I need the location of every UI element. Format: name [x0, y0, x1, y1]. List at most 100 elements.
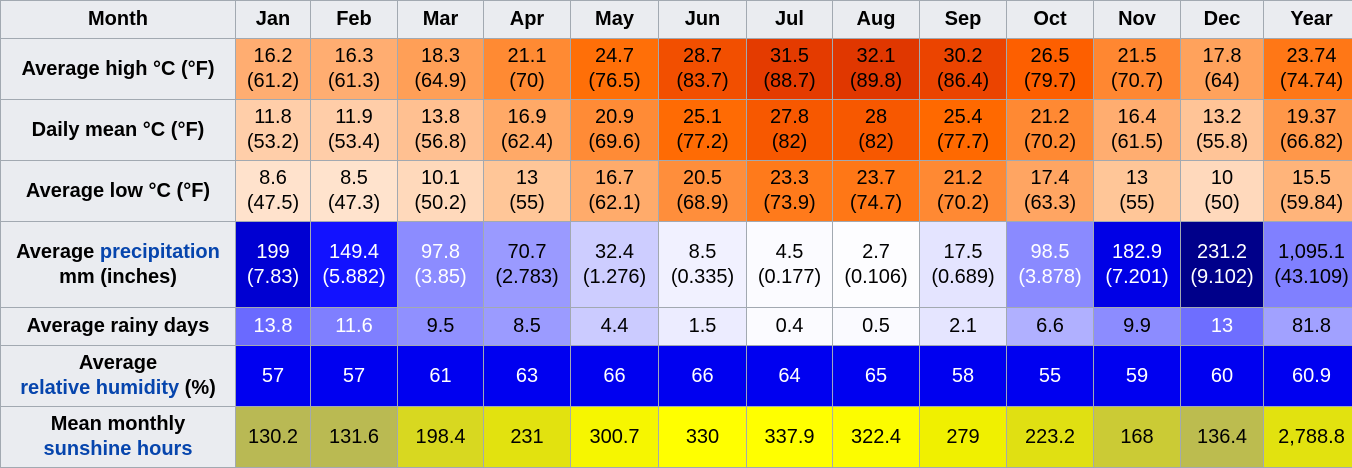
cell-value: 23.74 — [1264, 44, 1352, 69]
cell-value-secondary: (62.4) — [484, 130, 570, 155]
cell-sunshine-may: 300.7 — [571, 407, 659, 468]
cell-value: 11.8 — [236, 105, 310, 130]
cell-value-secondary: (50.2) — [398, 191, 483, 216]
cell-value-secondary: (74.7) — [833, 191, 919, 216]
cell-value-secondary: (68.9) — [659, 191, 746, 216]
cell-sunshine-year: 2,788.8 — [1264, 407, 1352, 468]
year-header: Year — [1264, 1, 1352, 39]
cell-value-secondary: (7.83) — [236, 265, 310, 290]
month-header-feb: Feb — [311, 1, 398, 39]
cell-sunshine-feb: 131.6 — [311, 407, 398, 468]
cell-low-jan: 8.6(47.5) — [236, 161, 311, 222]
cell-low-jul: 23.3(73.9) — [747, 161, 833, 222]
cell-value: 8.6 — [236, 166, 310, 191]
cell-value-secondary: (5.882) — [311, 265, 397, 290]
cell-humidity-sep: 58 — [920, 346, 1007, 407]
cell-precip-aug: 2.7(0.106) — [833, 222, 920, 308]
cell-value-secondary: (0.335) — [659, 265, 746, 290]
cell-mean-nov: 16.4(61.5) — [1094, 100, 1181, 161]
month-header-oct: Oct — [1007, 1, 1094, 39]
cell-value: 32.4 — [571, 240, 658, 265]
cell-sunshine-dec: 136.4 — [1181, 407, 1264, 468]
cell-sunshine-jun: 330 — [659, 407, 747, 468]
daily-mean-label: Daily mean °C (°F) — [1, 100, 236, 161]
cell-value: 8.5 — [659, 240, 746, 265]
cell-value: 26.5 — [1007, 44, 1093, 69]
cell-rainy-may: 4.4 — [571, 308, 659, 346]
month-header-mar: Mar — [398, 1, 484, 39]
cell-high-feb: 16.3(61.3) — [311, 39, 398, 100]
cell-rainy-apr: 8.5 — [484, 308, 571, 346]
cell-value: 32.1 — [833, 44, 919, 69]
cell-mean-feb: 11.9(53.4) — [311, 100, 398, 161]
cell-low-may: 16.7(62.1) — [571, 161, 659, 222]
cell-high-year: 23.74(74.74) — [1264, 39, 1352, 100]
cell-value-secondary: (77.7) — [920, 130, 1006, 155]
cell-value: 70.7 — [484, 240, 570, 265]
cell-value: 13 — [484, 166, 570, 191]
cell-value: 21.1 — [484, 44, 570, 69]
cell-value-secondary: (70.2) — [920, 191, 1006, 216]
cell-mean-jul: 27.8(82) — [747, 100, 833, 161]
cell-value-secondary: (3.878) — [1007, 265, 1093, 290]
cell-value-secondary: (70.2) — [1007, 130, 1093, 155]
cell-value: 19.37 — [1264, 105, 1352, 130]
cell-precip-jun: 8.5(0.335) — [659, 222, 747, 308]
precipitation-link[interactable]: precipitation — [100, 241, 220, 263]
cell-high-aug: 32.1(89.8) — [833, 39, 920, 100]
cell-rainy-oct: 6.6 — [1007, 308, 1094, 346]
sunshine-hours-link[interactable]: sunshine hours — [44, 438, 193, 460]
cell-mean-sep: 25.4(77.7) — [920, 100, 1007, 161]
cell-humidity-year: 60.9 — [1264, 346, 1352, 407]
cell-sunshine-aug: 322.4 — [833, 407, 920, 468]
cell-sunshine-oct: 223.2 — [1007, 407, 1094, 468]
average-low-row: Average low °C (°F) 8.6(47.5)8.5(47.3)10… — [1, 161, 1352, 222]
cell-mean-year: 19.37(66.82) — [1264, 100, 1352, 161]
month-header-nov: Nov — [1094, 1, 1181, 39]
cell-value-secondary: (79.7) — [1007, 69, 1093, 94]
cell-value: 10 — [1181, 166, 1263, 191]
month-header-jan: Jan — [236, 1, 311, 39]
cell-value: 28 — [833, 105, 919, 130]
cell-value-secondary: (63.3) — [1007, 191, 1093, 216]
cell-low-aug: 23.7(74.7) — [833, 161, 920, 222]
cell-rainy-jul: 0.4 — [747, 308, 833, 346]
cell-value-secondary: (7.201) — [1094, 265, 1180, 290]
cell-value-secondary: (55.8) — [1181, 130, 1263, 155]
precipitation-label-post: mm (inches) — [59, 266, 177, 288]
cell-mean-aug: 28(82) — [833, 100, 920, 161]
sunshine-label: Mean monthly sunshine hours — [1, 407, 236, 468]
cell-precip-jan: 199(7.83) — [236, 222, 311, 308]
month-header-aug: Aug — [833, 1, 920, 39]
cell-high-jun: 28.7(83.7) — [659, 39, 747, 100]
cell-precip-mar: 97.8(3.85) — [398, 222, 484, 308]
cell-value: 23.3 — [747, 166, 832, 191]
cell-high-sep: 30.2(86.4) — [920, 39, 1007, 100]
cell-low-dec: 10(50) — [1181, 161, 1264, 222]
cell-rainy-jun: 1.5 — [659, 308, 747, 346]
cell-humidity-feb: 57 — [311, 346, 398, 407]
cell-mean-oct: 21.2(70.2) — [1007, 100, 1094, 161]
cell-value: 17.4 — [1007, 166, 1093, 191]
relative-humidity-link[interactable]: relative humidity — [20, 377, 179, 399]
cell-value-secondary: (82) — [747, 130, 832, 155]
cell-mean-may: 20.9(69.6) — [571, 100, 659, 161]
cell-value-secondary: (3.85) — [398, 265, 483, 290]
cell-sunshine-nov: 168 — [1094, 407, 1181, 468]
cell-value: 24.7 — [571, 44, 658, 69]
cell-humidity-jan: 57 — [236, 346, 311, 407]
cell-sunshine-apr: 231 — [484, 407, 571, 468]
cell-value-secondary: (64.9) — [398, 69, 483, 94]
cell-value: 11.9 — [311, 105, 397, 130]
cell-value: 18.3 — [398, 44, 483, 69]
cell-humidity-jul: 64 — [747, 346, 833, 407]
cell-value-secondary: (77.2) — [659, 130, 746, 155]
cell-value: 10.1 — [398, 166, 483, 191]
cell-value: 13.2 — [1181, 105, 1263, 130]
cell-value: 16.7 — [571, 166, 658, 191]
cell-sunshine-mar: 198.4 — [398, 407, 484, 468]
cell-humidity-nov: 59 — [1094, 346, 1181, 407]
cell-value-secondary: (69.6) — [571, 130, 658, 155]
cell-humidity-oct: 55 — [1007, 346, 1094, 407]
cell-rainy-aug: 0.5 — [833, 308, 920, 346]
